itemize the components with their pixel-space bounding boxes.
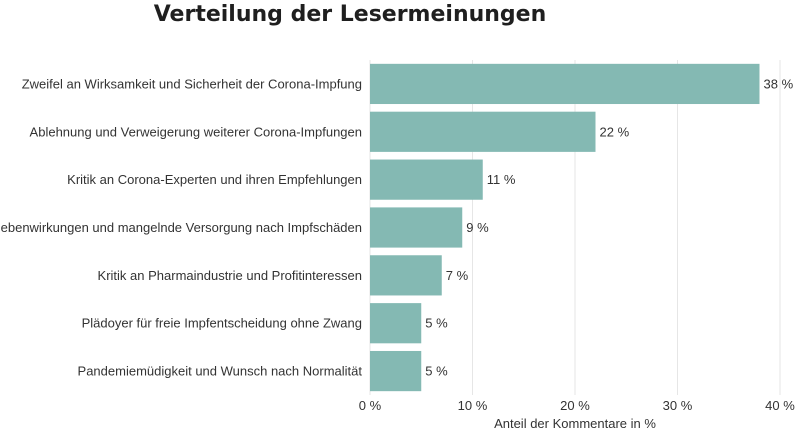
bar[interactable] [370, 255, 442, 296]
bar[interactable] [370, 303, 422, 344]
chart-title: Verteilung der Lesermeinungen [153, 2, 547, 27]
x-tick-label: 0 % [359, 398, 382, 413]
bar[interactable] [370, 111, 596, 152]
value-label: 7 % [446, 268, 469, 283]
bar[interactable] [370, 159, 483, 200]
value-label: 9 % [466, 220, 489, 235]
value-label: 5 % [425, 364, 448, 379]
x-axis-title: Anteil der Kommentare in % [494, 416, 656, 431]
x-tick-label: 30 % [663, 398, 693, 413]
bar[interactable] [370, 207, 463, 248]
x-tick-label: 20 % [560, 398, 590, 413]
category-label: Nebenwirkungen und mangelnde Versorgung … [0, 220, 362, 235]
value-label: 22 % [600, 124, 630, 139]
x-tick-label: 40 % [765, 398, 795, 413]
value-label: 38 % [764, 76, 794, 91]
category-label: Ablehnung und Verweigerung weiterer Coro… [30, 124, 362, 139]
bar[interactable] [370, 63, 760, 105]
category-label: Kritik an Pharmaindustrie und Profitinte… [98, 268, 362, 283]
category-label: Plädoyer für freie Impfentscheidung ohne… [82, 316, 362, 331]
value-label: 11 % [487, 172, 516, 187]
category-label: Kritik an Corona-Experten und ihren Empf… [67, 172, 362, 187]
value-label: 5 % [425, 316, 448, 331]
category-label: Zweifel an Wirksamkeit und Sicherheit de… [22, 76, 362, 91]
category-label: Pandemiemüdigkeit und Wunsch nach Normal… [78, 364, 363, 379]
x-tick-label: 10 % [458, 398, 488, 413]
bar[interactable] [370, 350, 422, 392]
